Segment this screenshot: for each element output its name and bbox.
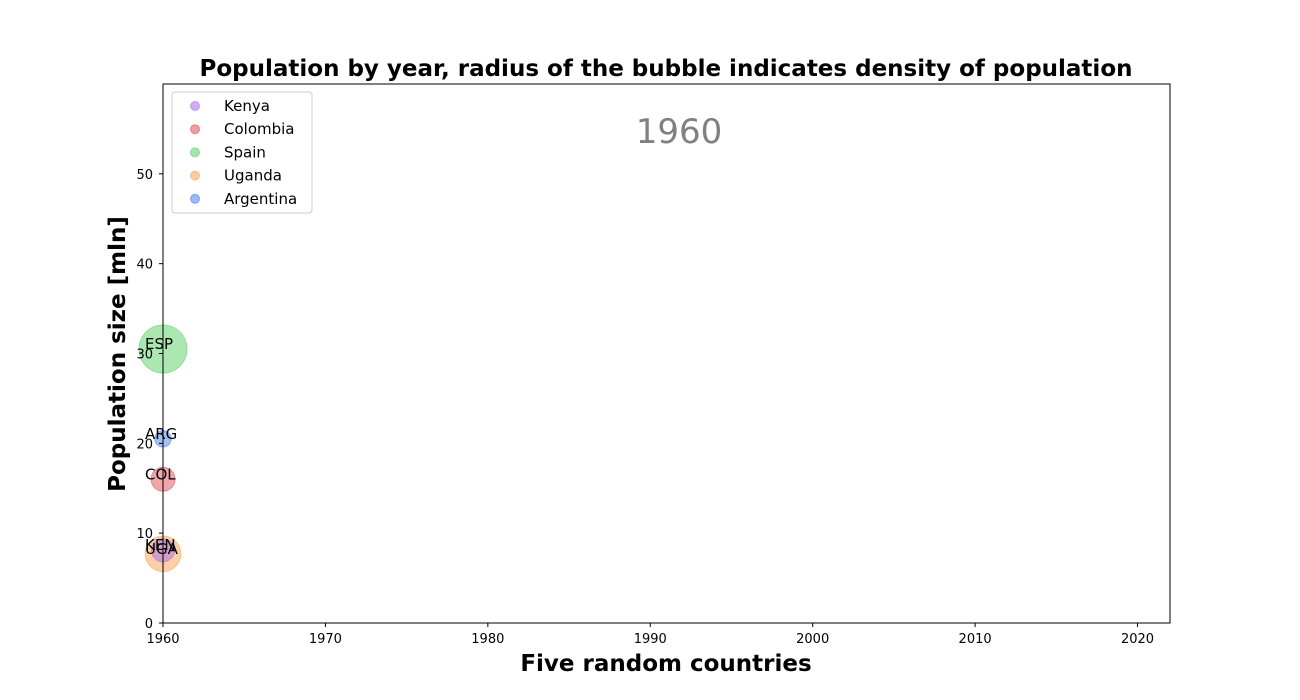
legend-label-spain: Spain	[224, 143, 266, 161]
y-tick-label: 50	[136, 168, 153, 183]
bubble-label-uganda: UGA	[145, 540, 179, 558]
legend-label-uganda: Uganda	[224, 167, 282, 185]
y-axis-label: Population size [mln]	[105, 216, 131, 492]
bubble-label-spain: ESP	[145, 335, 173, 353]
legend-marker-spain	[190, 147, 200, 158]
x-tick-label: 1990	[634, 632, 667, 647]
legend-label-colombia: Colombia	[224, 120, 295, 138]
x-axis-label: Five random countries	[520, 651, 811, 677]
x-tick-label: 2000	[796, 632, 829, 647]
x-tick-label: 1960	[146, 632, 179, 647]
x-tick-label: 1980	[471, 632, 504, 647]
chart-title: Population by year, radius of the bubble…	[199, 56, 1132, 82]
year-annotation: 1960	[636, 112, 723, 152]
legend-label-kenya: Kenya	[224, 97, 270, 115]
x-tick-label: 1970	[309, 632, 342, 647]
bubble-label-argentina: ARG	[145, 425, 177, 443]
x-tick-label: 2020	[1121, 632, 1154, 647]
y-tick-label: 10	[136, 527, 153, 542]
y-axis-ticks: 0 10 20 30 40 50	[136, 168, 163, 632]
legend-marker-uganda	[190, 170, 200, 181]
legend-marker-kenya	[190, 101, 200, 111]
bubble-layer: KEN COL ESP UGA ARG	[138, 324, 188, 573]
legend-marker-argentina	[190, 193, 200, 204]
legend-marker-colombia	[190, 124, 200, 135]
y-tick-label: 30	[136, 348, 153, 363]
x-tick-label: 2010	[959, 632, 992, 647]
legend: Kenya Colombia Spain Uganda Argentina	[171, 91, 313, 214]
plot-frame	[162, 83, 1171, 624]
bubble-label-colombia: COL	[145, 465, 176, 483]
y-tick-label: 0	[145, 617, 153, 632]
x-axis-ticks: 1960 1970 1980 1990 2000 2010 2020	[146, 623, 1154, 647]
bubble-label-kenya: KEN	[145, 536, 176, 554]
y-tick-label: 40	[136, 258, 153, 273]
y-tick-label: 20	[136, 437, 153, 452]
legend-label-argentina: Argentina	[224, 190, 297, 208]
legend-box	[171, 91, 313, 214]
